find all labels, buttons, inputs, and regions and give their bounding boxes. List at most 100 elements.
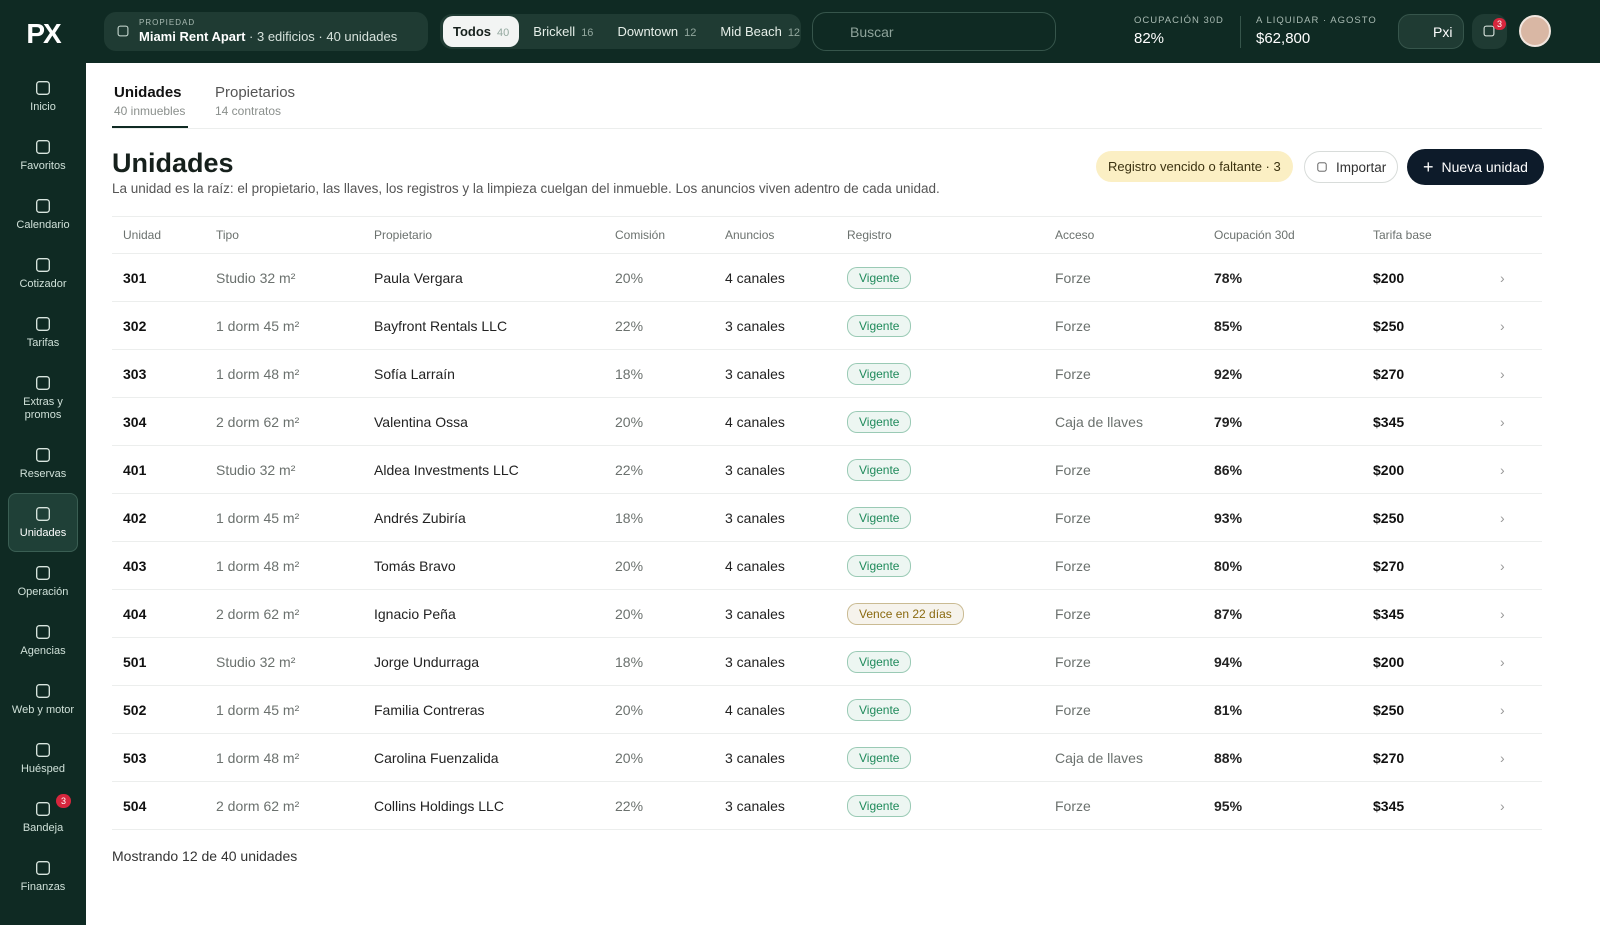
cell: 80%: [1214, 557, 1243, 574]
cell: Forze: [1055, 605, 1091, 622]
nav-badge: 3: [56, 794, 72, 808]
cell: Caja de llaves: [1055, 749, 1143, 766]
logo[interactable]: PX: [26, 18, 61, 49]
cell: 503: [123, 749, 147, 766]
new-button[interactable]: + Nueva unidad: [1407, 149, 1544, 185]
table-row[interactable]: 403 1 dorm 48 m² Tomás Bravo 20% 4 canales Vi…: [112, 542, 1542, 590]
filter[interactable]: Downtown 12: [607, 16, 706, 47]
chevron: ›: [1500, 605, 1505, 622]
stat: A LIQUIDAR · AGOSTO $62,800: [1256, 15, 1377, 47]
property-name: Miami Rent Apart: [139, 29, 246, 44]
search[interactable]: Buscar: [812, 12, 1056, 51]
table-row[interactable]: 404 2 dorm 62 m² Ignacio Peña 20% 3 canales V…: [112, 590, 1542, 638]
notifications[interactable]: 3: [1472, 14, 1507, 49]
cell: $250: [1373, 317, 1405, 334]
filter-count: 12: [787, 27, 801, 39]
icon: [36, 625, 50, 639]
nav-item[interactable]: Web y motor: [8, 670, 78, 729]
cell: Valentina Ossa: [374, 413, 468, 430]
cell: Forze: [1055, 653, 1091, 670]
chevron: ›: [1500, 413, 1505, 430]
nav-item[interactable]: Inicio: [8, 67, 78, 126]
status-badge: Vigente: [847, 650, 912, 673]
cell: $270: [1373, 365, 1405, 382]
cell: 2 dorm 62 m²: [216, 413, 300, 430]
nav-item[interactable]: Tarifas: [8, 303, 78, 362]
nav-label: Tarifas: [26, 337, 60, 349]
page-title: Unidades: [112, 148, 234, 178]
cell: 79%: [1214, 413, 1243, 430]
nav-item[interactable]: Reservas: [8, 434, 78, 493]
nav-item[interactable]: Calendario: [8, 185, 78, 244]
table-row[interactable]: 501 Studio 32 m² Jorge Undurraga 18% 3 canal…: [112, 638, 1542, 686]
nav-label: Finanzas: [20, 881, 66, 893]
tab[interactable]: Propietarios 14 contratos: [215, 84, 295, 118]
cell: 92%: [1214, 365, 1243, 382]
cell: 1 dorm 48 m²: [216, 365, 300, 382]
filter[interactable]: Brickell 16: [523, 16, 603, 47]
nav-item[interactable]: Bandeja 3: [8, 788, 78, 847]
cell: 20%: [615, 701, 644, 718]
filter-count: 40: [497, 27, 510, 39]
icon: [36, 743, 50, 757]
nav-item[interactable]: Extras y promos: [8, 362, 78, 434]
nav-item[interactable]: Finanzas: [8, 847, 78, 906]
cell: 403: [123, 557, 147, 574]
cell: Tomás Bravo: [374, 557, 456, 574]
table-row[interactable]: 503 1 dorm 48 m² Carolina Fuenzalida 20% 3 c…: [112, 734, 1542, 782]
cell: 85%: [1214, 317, 1243, 334]
filter-count: 12: [684, 27, 697, 39]
table-row[interactable]: 502 1 dorm 45 m² Familia Contreras 20% 4 can…: [112, 686, 1542, 734]
cell: $250: [1373, 701, 1405, 718]
cell: 1 dorm 45 m²: [216, 509, 300, 526]
chevron: ›: [1500, 749, 1505, 766]
assistant-button[interactable]: Pxi: [1398, 14, 1464, 49]
property-selector[interactable]: PROPIEDAD Miami Rent Apart · 3 edificios …: [104, 12, 428, 51]
stat-value: $62,800: [1256, 30, 1311, 47]
nav-label: Calendario: [16, 219, 70, 231]
table-row[interactable]: 401 Studio 32 m² Aldea Investments LLC 22% 3…: [112, 446, 1542, 494]
nav-item[interactable]: Favoritos: [8, 126, 78, 185]
table-row[interactable]: 504 2 dorm 62 m² Collins Holdings LLC 22% 3 …: [112, 782, 1542, 830]
topbar: PROPIEDAD Miami Rent Apart · 3 edificios …: [86, 0, 1600, 63]
table-row[interactable]: 302 1 dorm 45 m² Bayfront Rentals LLC 22% 3 …: [112, 302, 1542, 350]
icon: [36, 258, 50, 272]
cell: 501: [123, 653, 147, 670]
nav-item[interactable]: Cotizador: [8, 244, 78, 303]
table-row[interactable]: 301 Studio 32 m² Paula Vergara 20% 4 canales…: [112, 254, 1542, 302]
nav-label: Web y motor: [11, 704, 75, 716]
cell: 304: [123, 413, 147, 430]
icon: [36, 81, 50, 95]
cell: 303: [123, 365, 147, 382]
table-row[interactable]: 303 1 dorm 48 m² Sofía Larraín 18% 3 canales…: [112, 350, 1542, 398]
status-badge: Vigente: [847, 506, 912, 529]
import-button[interactable]: Importar: [1304, 151, 1399, 183]
icon: [1317, 162, 1327, 172]
status-badge: Vigente: [847, 362, 912, 385]
nav-item[interactable]: Agencias: [8, 611, 78, 670]
cell: Studio 32 m²: [216, 653, 296, 670]
nav-item[interactable]: Huésped: [8, 729, 78, 788]
cell: Familia Contreras: [374, 701, 485, 718]
icon: [117, 25, 129, 37]
status-badge: Vence en 22 días: [847, 602, 964, 625]
avatar[interactable]: [1519, 15, 1551, 47]
cell: Forze: [1055, 461, 1091, 478]
tab-sub: 40 inmuebles: [114, 104, 186, 118]
nav-item[interactable]: Unidades: [8, 493, 78, 552]
filter[interactable]: Todos 40: [443, 16, 520, 47]
nav-item[interactable]: Operación: [8, 552, 78, 611]
cell: 3 canales: [725, 509, 785, 526]
table-row[interactable]: 402 1 dorm 45 m² Andrés Zubiría 18% 3 canale…: [112, 494, 1542, 542]
filters: Todos 40 Brickell 16 Downtown 12 Mid Beach 12: [440, 14, 801, 49]
cell: 22%: [615, 317, 644, 334]
filter[interactable]: Mid Beach 12: [710, 16, 810, 47]
table-row[interactable]: 304 2 dorm 62 m² Valentina Ossa 20% 4 canale…: [112, 398, 1542, 446]
status-badge: Vigente: [847, 458, 912, 481]
chevron: ›: [1500, 365, 1505, 382]
cell: Jorge Undurraga: [374, 653, 480, 670]
icon: [36, 199, 50, 213]
tab[interactable]: Unidades 40 inmuebles: [114, 84, 185, 118]
nav-label: Huésped: [20, 763, 66, 775]
cell: Aldea Investments LLC: [374, 461, 519, 478]
